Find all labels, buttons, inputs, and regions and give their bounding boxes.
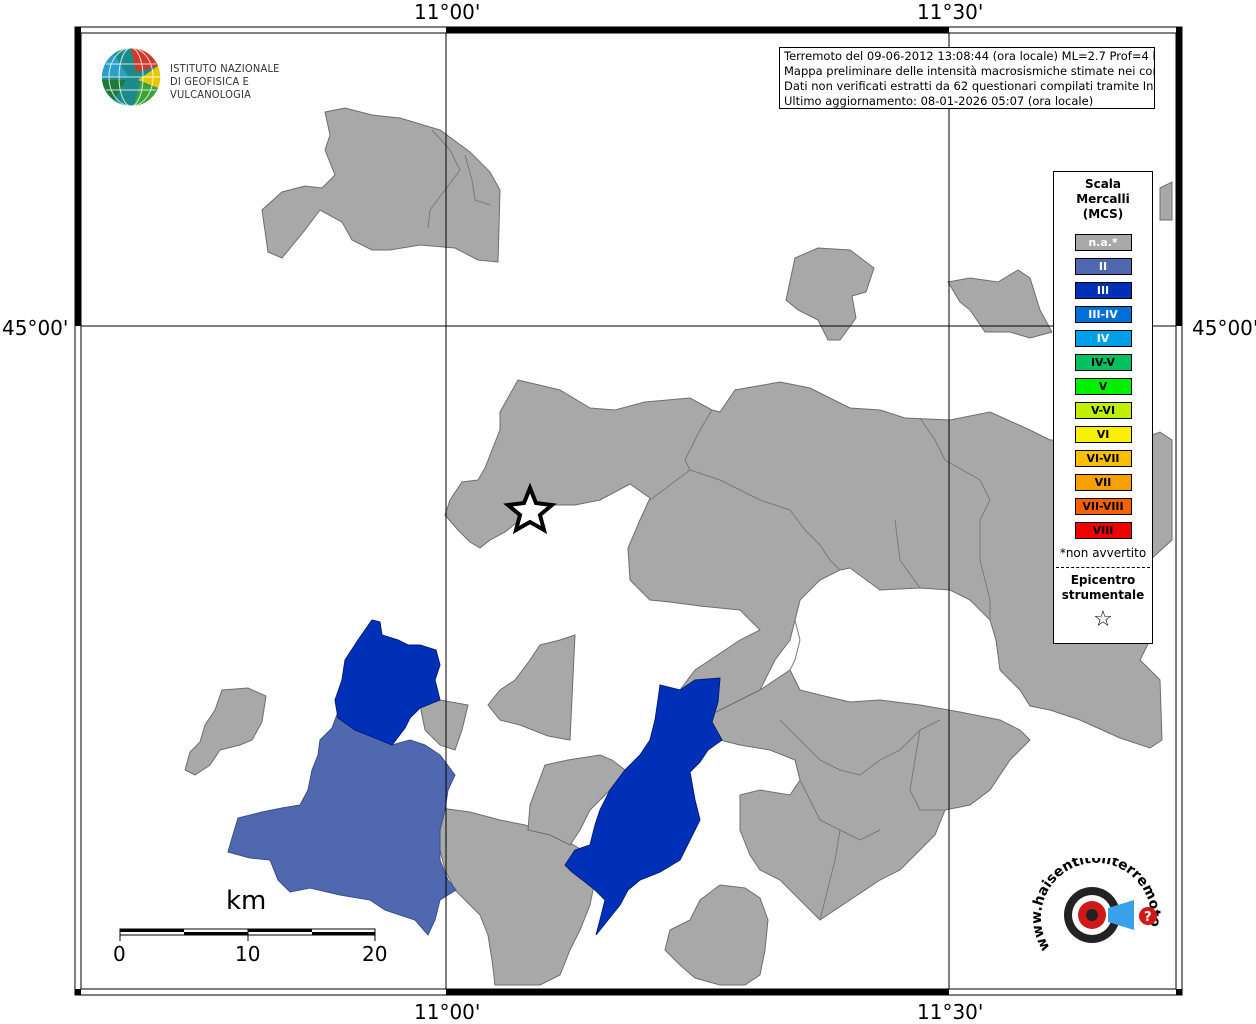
bottom-longitude-label-1: 11°00' xyxy=(414,1000,481,1024)
comuni-na xyxy=(184,107,1173,986)
legend-epicentre-label: Epicentro strumentale xyxy=(1054,573,1152,603)
comune-center-north xyxy=(444,379,1173,749)
comune-north-3 xyxy=(947,269,1053,339)
legend-item: V xyxy=(1074,378,1132,395)
legend-item: IV-V xyxy=(1074,354,1132,371)
comune-west-2 xyxy=(419,699,469,751)
legend-item: II xyxy=(1074,258,1132,275)
legend-item: VII xyxy=(1074,474,1132,491)
legend-item: n.a.* xyxy=(1074,234,1132,251)
legend-item: VII-VIII xyxy=(1074,498,1132,515)
comune-south-2 xyxy=(527,754,626,846)
haisentito-logo: www.haisentitoilterremoto.it ? xyxy=(1027,846,1170,978)
top-longitude-label-2: 11°30' xyxy=(917,0,984,24)
ingv-logo: ISTITUTO NAZIONALE DI GEOFISICA E VULCAN… xyxy=(100,46,320,110)
comuni-borders xyxy=(427,129,991,921)
legend-item: III-IV xyxy=(1074,306,1132,323)
ingv-globe-icon xyxy=(102,47,161,107)
legend-title-line-2: Mercalli xyxy=(1076,192,1130,206)
legend-note: *non avvertito xyxy=(1059,546,1147,560)
legend-separator xyxy=(1056,567,1150,568)
info-line-4: Ultimo aggiornamento: 08-01-2026 05:07 (… xyxy=(784,94,1094,108)
legend-epicentre-line-1: Epicentro xyxy=(1070,573,1136,587)
comune-intensity-III-south xyxy=(564,677,723,936)
comune-south-3 xyxy=(664,884,769,986)
comune-intensity-II xyxy=(227,711,457,936)
scale-tick-0: 0 xyxy=(113,942,126,966)
legend-title: Scala Mercalli (MCS) xyxy=(1054,177,1152,222)
scale-tick-20: 20 xyxy=(362,942,388,966)
haisentito-logo-icon: www.haisentitoilterremoto.it ? xyxy=(1027,846,1163,954)
scale-tick-10: 10 xyxy=(235,942,261,966)
event-info-box: Terremoto del 09-06-2012 13:08:44 (ora l… xyxy=(779,47,1155,109)
scale-bar xyxy=(119,928,376,941)
right-latitude-label: 45°00' xyxy=(1192,316,1256,340)
info-line-2: Mappa preliminare delle intensità macros… xyxy=(784,64,1155,78)
legend-items: n.a.* II III III-IV IV IV-V V V-VI VI VI-VII VII VI… xyxy=(1054,234,1152,539)
map-frame xyxy=(74,26,1183,996)
info-line-3: Dati non verificati estratti da 62 quest… xyxy=(784,79,1155,93)
bottom-longitude-label-2: 11°30' xyxy=(917,1000,984,1024)
top-longitude-label-1: 11°00' xyxy=(414,0,481,24)
svg-text:?: ? xyxy=(1144,910,1152,925)
comuni-intensity-III xyxy=(334,619,723,936)
legend-title-line-1: Scala xyxy=(1084,177,1122,191)
comune-north-1 xyxy=(261,107,501,263)
legend-item: III xyxy=(1074,282,1132,299)
ingv-line-2: DI GEOFISICA E VULCANOLOGIA xyxy=(170,75,252,101)
info-line-1: Terremoto del 09-06-2012 13:08:44 (ora l… xyxy=(784,49,1155,63)
legend-item: VI xyxy=(1074,426,1132,443)
legend-item: VIII xyxy=(1074,522,1132,539)
grid-lines xyxy=(81,33,1176,989)
ingv-line-1: ISTITUTO NAZIONALE xyxy=(170,62,280,75)
left-latitude-label: 45°00' xyxy=(2,316,69,340)
legend-item: V-VI xyxy=(1074,402,1132,419)
legend-star-icon: ☆ xyxy=(1093,607,1113,632)
comune-west-1 xyxy=(184,687,267,776)
scale-unit-label: km xyxy=(226,886,267,916)
ingv-logo-text: ISTITUTO NAZIONALE DI GEOFISICA E VULCAN… xyxy=(170,62,320,101)
comune-north-2 xyxy=(785,247,875,341)
legend-item: VI-VII xyxy=(1074,450,1132,467)
comune-south-east xyxy=(699,669,1031,921)
comune-intensity-III-west xyxy=(334,619,441,746)
legend-title-line-3: (MCS) xyxy=(1082,207,1124,221)
comune-center-mid xyxy=(487,634,576,741)
mcs-legend: Scala Mercalli (MCS) n.a.* II III III-IV IV I… xyxy=(1053,171,1153,644)
epicentre-star-icon xyxy=(503,482,557,535)
legend-epicentre-line-2: strumentale xyxy=(1061,588,1145,602)
legend-item: IV xyxy=(1074,330,1132,347)
comune-east-edge xyxy=(1159,181,1173,221)
